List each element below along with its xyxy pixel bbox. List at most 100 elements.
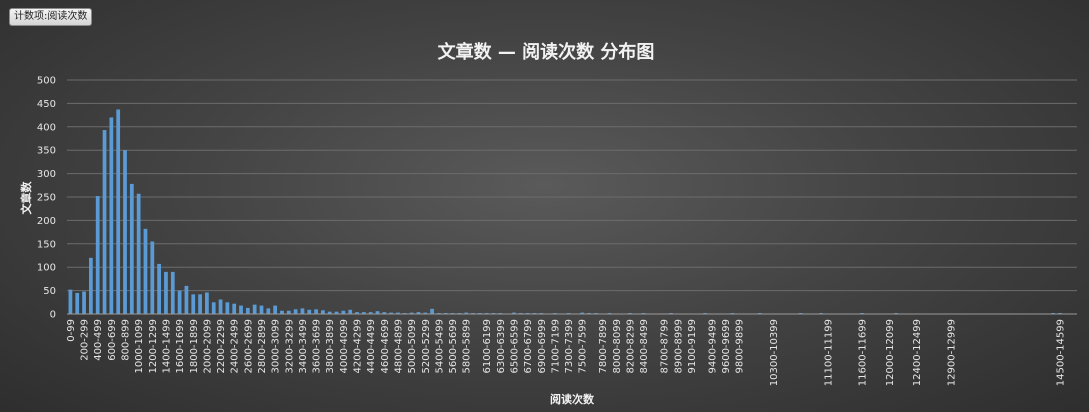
bar-2100-2199: [211, 302, 216, 314]
x-tick-label: 7300-7399: [564, 319, 575, 374]
y-tick-label: 250: [37, 193, 56, 204]
x-axis-title: 阅读次数: [550, 392, 595, 406]
bar-1900-1999: [198, 294, 202, 314]
bar-2900-2999: [266, 308, 271, 314]
y-axis-title: 文章数: [19, 181, 33, 215]
bar-4800-4899: [396, 312, 400, 314]
bar-5800-5899: [464, 312, 469, 314]
bar-1700-1799: [184, 285, 189, 314]
bar-3300-3399: [293, 309, 298, 314]
x-tick-label: 2400-2499: [230, 319, 241, 374]
x-tick-label: 1000-1099: [134, 319, 145, 374]
x-tick-label: 3800-3899: [325, 319, 336, 374]
bar-5200-5299: [423, 312, 428, 314]
x-tick-label: 12000-12099: [885, 319, 896, 386]
y-tick-label: 300: [37, 169, 56, 180]
bar-3900-3999: [334, 311, 339, 314]
bar-1100-1199: [143, 228, 148, 314]
bar-3000-3099: [273, 305, 278, 314]
x-tick-label: 4200-4299: [353, 319, 364, 374]
bar-5000-5099: [409, 312, 414, 314]
x-tick-label: 11600-11699: [858, 319, 869, 386]
x-tick-label: 3000-3099: [271, 319, 282, 374]
x-tick-label: 11100-11199: [823, 319, 834, 386]
bar-800-899: [123, 150, 127, 314]
bar-4400-4499: [368, 312, 373, 314]
bar-2300-2399: [225, 302, 230, 314]
x-tick-label: 0-99: [66, 319, 77, 342]
x-tick-label: 12900-12999: [946, 319, 957, 386]
x-tick-label: 6700-6799: [523, 319, 534, 374]
x-tick-label: 8000-8099: [612, 319, 623, 374]
x-tick-label: 6500-6599: [509, 319, 520, 374]
bar-3700-3799: [321, 310, 325, 314]
y-tick-label: 0: [50, 310, 56, 321]
bar-1600-1699: [177, 290, 182, 314]
x-tick-label: 9400-9499: [707, 319, 718, 374]
x-tick-label: 2600-2699: [243, 319, 254, 374]
x-tick-label: 9600-9699: [721, 319, 732, 374]
bar-5100-5199: [416, 312, 421, 314]
x-tick-label: 8900-8999: [673, 319, 684, 374]
bar-600-699: [109, 117, 114, 314]
bar-1400-1499: [164, 271, 168, 314]
bar-100-199: [75, 292, 80, 314]
x-tick-label: 5800-5899: [462, 319, 473, 374]
bars: [68, 109, 1076, 314]
bar-3800-3899: [327, 311, 332, 314]
x-tick-label: 10300-10399: [769, 319, 780, 386]
x-tick-label: 3200-3299: [284, 319, 295, 374]
x-tick-label: 2800-2899: [257, 319, 268, 374]
x-tick-label: 7100-7199: [550, 319, 561, 374]
x-tick-label: 1400-1499: [161, 319, 172, 374]
bar-200-299: [82, 291, 86, 314]
bar-700-799: [116, 109, 121, 314]
bar-2000-2099: [205, 292, 209, 314]
bar-2400-2499: [232, 303, 237, 314]
x-tick-label: 1600-1699: [175, 319, 186, 374]
x-tick-label: 5600-5699: [448, 319, 459, 374]
y-tick-label: 400: [37, 122, 56, 133]
x-tick-label: 4800-4899: [393, 319, 404, 374]
x-tick-label: 4000-4099: [339, 319, 350, 374]
bar-1300-1399: [157, 263, 161, 314]
bar-1500-1599: [170, 271, 175, 314]
x-tick-label: 4600-4699: [380, 319, 391, 374]
bar-4000-4099: [341, 310, 346, 314]
bar-2700-2799: [252, 304, 257, 314]
x-tick-label: 14500-14599: [1055, 319, 1066, 386]
bar-3600-3699: [314, 309, 318, 314]
x-tick-label: 5400-5499: [434, 319, 445, 374]
x-tick-label: 7800-7899: [598, 319, 609, 374]
x-tick-label: 6100-6199: [482, 319, 493, 374]
x-tick-label: 4400-4499: [366, 319, 377, 374]
bar-3400-3499: [300, 308, 305, 314]
x-tick-label: 8400-8499: [639, 319, 650, 374]
x-tick-label: 1200-1299: [148, 319, 159, 374]
x-tick-label: 5000-5099: [407, 319, 418, 374]
chart-title: 文章数 — 阅读次数 分布图: [438, 41, 655, 63]
y-tick-label: 150: [37, 239, 56, 250]
bar-4600-4699: [382, 312, 387, 314]
x-tick-label: 3400-3499: [298, 319, 309, 374]
bar-900-999: [129, 183, 134, 314]
field-button-count-reads[interactable]: 计数项:阅读次数: [9, 8, 93, 26]
bar-0-99: [68, 289, 73, 314]
bar-4700-4799: [389, 312, 394, 314]
x-tick-label: 8200-8299: [626, 319, 637, 374]
x-tick-label: 8700-8799: [660, 319, 671, 374]
y-tick-label: 50: [43, 286, 56, 297]
bar-4300-4399: [361, 312, 366, 314]
x-tick-label: 9800-9899: [735, 319, 746, 374]
gridlines: [67, 79, 1077, 292]
x-axis-ticks: 0-99 200-299 400-499 600-699 800-899 1000-109…: [66, 319, 1067, 386]
y-tick-label: 200: [37, 216, 56, 227]
bar-2600-2699: [245, 307, 250, 314]
x-tick-label: 12400-12499: [912, 319, 923, 386]
y-tick-label: 350: [37, 146, 56, 157]
bar-2500-2599: [239, 305, 243, 314]
bar-1000-1099: [136, 193, 141, 314]
x-tick-label: 7500-7599: [578, 319, 589, 374]
bar-2200-2299: [218, 299, 223, 314]
